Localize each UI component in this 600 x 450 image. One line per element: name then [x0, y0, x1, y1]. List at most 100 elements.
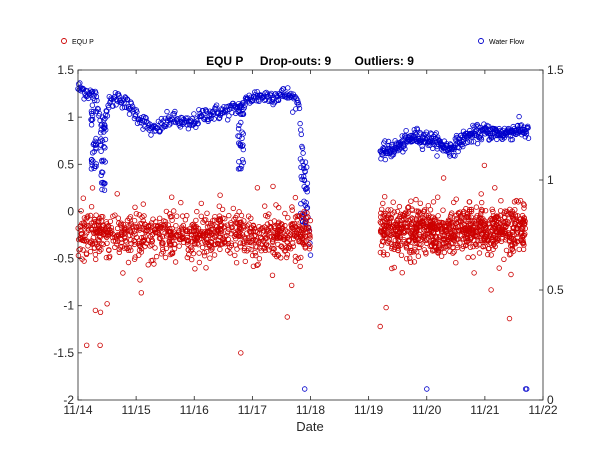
equ-p-point	[224, 222, 230, 228]
water-flow-point	[240, 131, 246, 137]
equ-p-point	[450, 250, 456, 256]
equ-p-point	[455, 219, 461, 225]
water-flow-point	[88, 122, 95, 128]
equ-p-point	[182, 217, 189, 223]
equ-p-point	[514, 238, 520, 245]
equ-p-point	[396, 225, 402, 232]
water-flow-point	[99, 186, 105, 193]
equ-p-point	[264, 221, 271, 227]
equ-p-point	[488, 252, 494, 258]
water-flow-point	[456, 145, 462, 151]
equ-p-point	[440, 235, 447, 241]
water-flow-point	[522, 133, 528, 140]
equ-p-point	[292, 223, 299, 230]
equ-p-point	[192, 237, 199, 244]
equ-p-point	[166, 240, 173, 247]
x-tick-label: 11/17	[238, 403, 267, 417]
equ-p-point	[226, 212, 232, 219]
equ-p-point	[408, 198, 414, 204]
equ-p-point	[406, 237, 413, 243]
legend-water-flow-marker	[478, 38, 484, 44]
equ-p-point	[270, 183, 276, 190]
equ-p-point	[502, 228, 508, 235]
x-axis: 11/14 11/15 11/16 11/17 11/18 11/19 11/20 11/21…	[63, 70, 558, 417]
equ-p-point	[82, 232, 88, 238]
equ-p-point	[157, 223, 164, 230]
equ-p-point	[264, 213, 271, 220]
equ-p-point	[450, 236, 457, 243]
water-flow-point	[99, 158, 105, 165]
equ-p-point	[514, 235, 521, 241]
equ-p-point	[451, 199, 457, 206]
water-flow-point	[509, 136, 516, 143]
equ-p-point	[230, 205, 236, 212]
equ-p-point	[102, 233, 109, 239]
equ-p-point	[234, 212, 240, 219]
equ-p-point	[436, 248, 442, 254]
water-flow-point	[88, 116, 94, 123]
equ-p-point	[414, 248, 420, 255]
equ-p-point	[262, 203, 268, 209]
equ-p-point	[121, 226, 128, 233]
equ-p-point	[193, 217, 199, 224]
water-flow-point	[390, 151, 397, 158]
equ-p-point	[395, 216, 401, 222]
equ-p-point	[395, 245, 401, 251]
water-flow-point	[237, 141, 243, 147]
water-flow-point	[194, 118, 200, 124]
equ-p-point	[414, 240, 420, 246]
equ-p-point	[473, 204, 480, 210]
equ-p-point	[253, 238, 260, 244]
x-tick-label: 11/21	[470, 403, 499, 417]
equ-p-point	[407, 224, 413, 230]
equ-p-point	[454, 244, 461, 251]
equ-p-point	[275, 220, 281, 227]
equ-p-point	[188, 231, 194, 238]
equ-p-point	[382, 193, 388, 200]
water-flow-point	[523, 131, 530, 137]
water-flow-point	[236, 133, 242, 140]
equ-p-point	[168, 194, 175, 200]
equ-p-point	[235, 227, 242, 234]
equ-p-point	[433, 234, 440, 240]
equ-p-outlier	[104, 301, 110, 307]
water-flow-point	[271, 99, 277, 106]
equ-p-point	[286, 230, 292, 236]
water-flow-point	[296, 102, 302, 108]
water-flow-point	[304, 180, 311, 186]
equ-p-point	[217, 234, 223, 241]
equ-p-point	[285, 214, 291, 221]
equ-p-point	[479, 207, 486, 213]
water-flow-point	[296, 105, 303, 112]
legend-equ-p-label: EQU P	[72, 39, 94, 46]
equ-p-point	[119, 229, 125, 236]
water-flow-point	[304, 164, 310, 170]
water-flow-point	[183, 115, 189, 121]
equ-p-point	[87, 239, 94, 246]
water-flow-point	[478, 136, 485, 143]
chart-title: EQU P Drop-outs: 9 Outliers: 9	[206, 54, 414, 68]
equ-p-point	[95, 218, 102, 225]
equ-p-point	[143, 224, 149, 230]
equ-p-point	[457, 218, 463, 224]
equ-p-point	[381, 239, 387, 245]
equ-p-point	[465, 211, 471, 217]
equ-p-point	[98, 246, 104, 253]
equ-p-point	[196, 250, 202, 256]
equ-p-point	[444, 243, 450, 249]
water-flow-point	[418, 139, 424, 146]
equ-p-point	[394, 208, 401, 215]
equ-p-point	[422, 223, 429, 230]
water-flow-point	[384, 150, 390, 156]
water-flow-point	[465, 139, 471, 145]
equ-p-point	[440, 207, 446, 213]
equ-p-point	[383, 210, 389, 216]
equ-p-point	[487, 225, 493, 231]
equ-p-point	[159, 234, 166, 240]
equ-p-outlier	[92, 307, 99, 314]
water-flow-point	[299, 145, 306, 151]
water-flow-point	[241, 104, 247, 111]
equ-p-point	[413, 196, 419, 203]
equ-p-point	[438, 228, 445, 235]
equ-p-point	[443, 244, 449, 250]
